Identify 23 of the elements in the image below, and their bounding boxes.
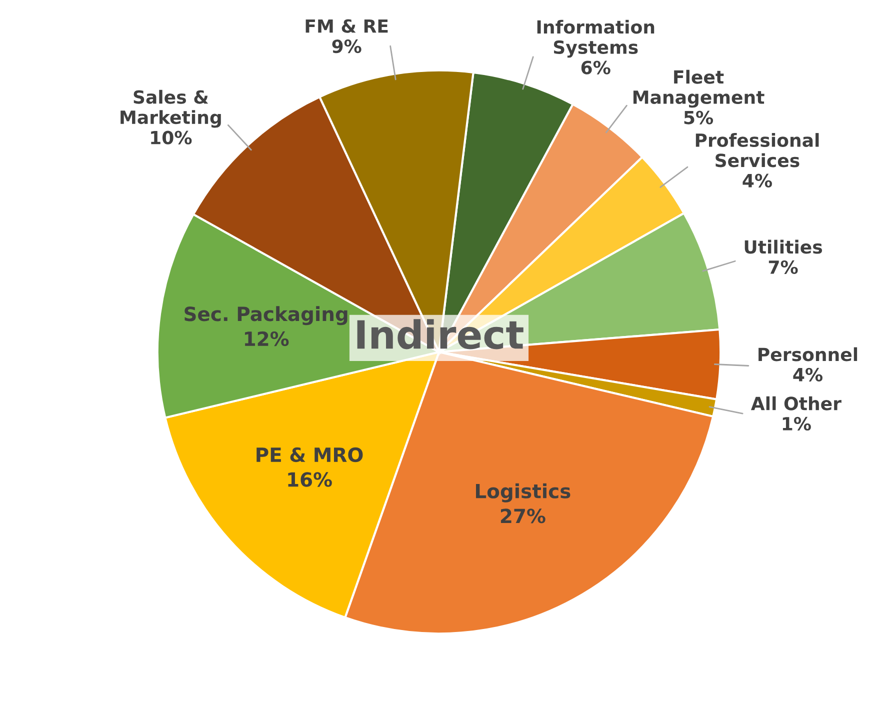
data-label: 5% bbox=[684, 110, 714, 124]
data-label: 12% bbox=[244, 331, 289, 346]
slice-label: Personnel bbox=[758, 347, 858, 362]
slice-label: Fleet Management bbox=[633, 70, 764, 108]
data-label: 6% bbox=[581, 60, 610, 74]
data-label: 27% bbox=[500, 508, 546, 524]
text: Indirect bbox=[357, 319, 524, 350]
slice-label: Utilities bbox=[744, 240, 822, 254]
slice-label: Logistics bbox=[476, 483, 570, 502]
slice-label: PE & MRO bbox=[256, 447, 363, 462]
data-label: 16% bbox=[288, 472, 332, 487]
slice-label: Professional Services bbox=[696, 133, 819, 168]
data-label: 4% bbox=[742, 174, 772, 188]
slice-label: Sec. Packaging bbox=[184, 306, 348, 326]
slice-label: FM & RE bbox=[306, 19, 388, 33]
data-label: 7% bbox=[768, 260, 798, 274]
slice-label: Information Systems bbox=[537, 20, 654, 58]
slice-label: Sales & Marketing bbox=[120, 90, 221, 128]
data-label: 10% bbox=[151, 130, 192, 144]
slice-label: All Other bbox=[750, 396, 842, 410]
data-label: 4% bbox=[793, 368, 822, 382]
data-label: 1% bbox=[782, 416, 811, 431]
data-label: 9% bbox=[332, 39, 362, 54]
